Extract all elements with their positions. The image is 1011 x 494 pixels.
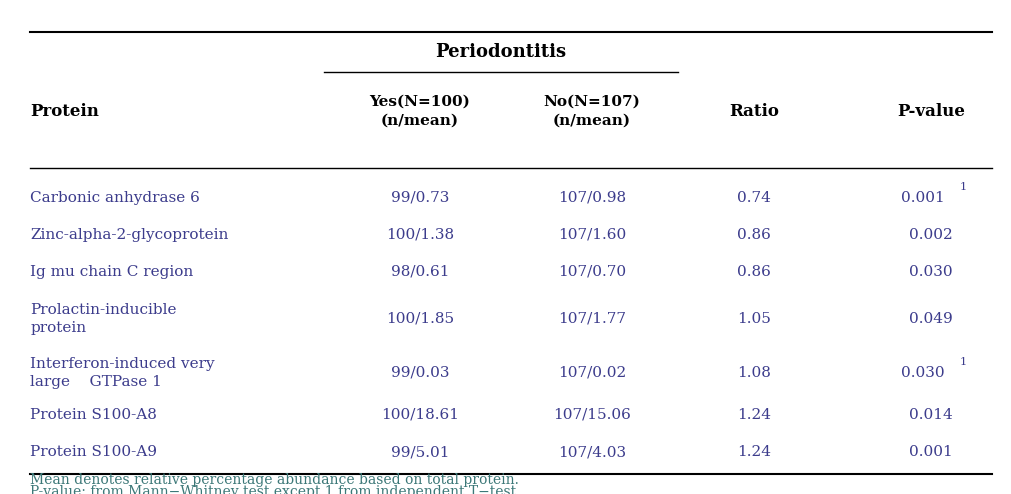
Text: Periodontitis: Periodontitis [435,43,566,61]
Text: 0.001: 0.001 [900,191,944,205]
Text: Protein S100-A9: Protein S100-A9 [30,445,157,459]
Text: 1: 1 [958,182,967,192]
Text: 107/15.06: 107/15.06 [553,408,630,422]
Text: 1.24: 1.24 [736,408,770,422]
Text: 99/5.01: 99/5.01 [390,445,449,459]
Text: Mean denotes relative percentage abundance based on total protein.: Mean denotes relative percentage abundan… [30,473,519,487]
Text: Carbonic anhydrase 6: Carbonic anhydrase 6 [30,191,200,205]
Text: Interferon-induced very
large    GTPase 1: Interferon-induced very large GTPase 1 [30,357,214,389]
Text: 107/0.02: 107/0.02 [557,366,626,380]
Text: 98/0.61: 98/0.61 [390,265,449,279]
Text: Yes(N=100)
(n/mean): Yes(N=100) (n/mean) [369,95,470,127]
Text: 0.002: 0.002 [908,228,952,242]
Text: 107/0.70: 107/0.70 [557,265,626,279]
Text: 1.05: 1.05 [736,312,770,326]
Text: Protein: Protein [30,103,99,120]
Text: 1.08: 1.08 [736,366,770,380]
Text: P-value: from Mann−Whitney test except 1 from independent T−test: P-value: from Mann−Whitney test except 1… [30,485,516,494]
Text: 0.014: 0.014 [908,408,952,422]
Text: 100/18.61: 100/18.61 [380,408,459,422]
Text: 1: 1 [958,357,967,367]
Text: Prolactin-inducible
protein: Prolactin-inducible protein [30,303,177,334]
Text: 1.24: 1.24 [736,445,770,459]
Text: 0.049: 0.049 [908,312,952,326]
Text: 107/4.03: 107/4.03 [557,445,626,459]
Text: 107/1.60: 107/1.60 [557,228,626,242]
Text: 107/1.77: 107/1.77 [557,312,626,326]
Text: P-value: P-value [896,103,964,120]
Text: 0.030: 0.030 [908,265,952,279]
Text: Ig mu chain C region: Ig mu chain C region [30,265,193,279]
Text: Ratio: Ratio [728,103,778,120]
Text: 99/0.73: 99/0.73 [390,191,449,205]
Text: 0.030: 0.030 [900,366,944,380]
Text: Protein S100-A8: Protein S100-A8 [30,408,157,422]
Text: 100/1.85: 100/1.85 [385,312,454,326]
Text: 100/1.38: 100/1.38 [385,228,454,242]
Text: 0.001: 0.001 [908,445,952,459]
Text: 107/0.98: 107/0.98 [557,191,626,205]
Text: 0.86: 0.86 [736,228,770,242]
Text: Zinc-alpha-2-glycoprotein: Zinc-alpha-2-glycoprotein [30,228,228,242]
Text: 99/0.03: 99/0.03 [390,366,449,380]
Text: 0.86: 0.86 [736,265,770,279]
Text: 0.74: 0.74 [736,191,770,205]
Text: No(N=107)
(n/mean): No(N=107) (n/mean) [543,95,640,127]
